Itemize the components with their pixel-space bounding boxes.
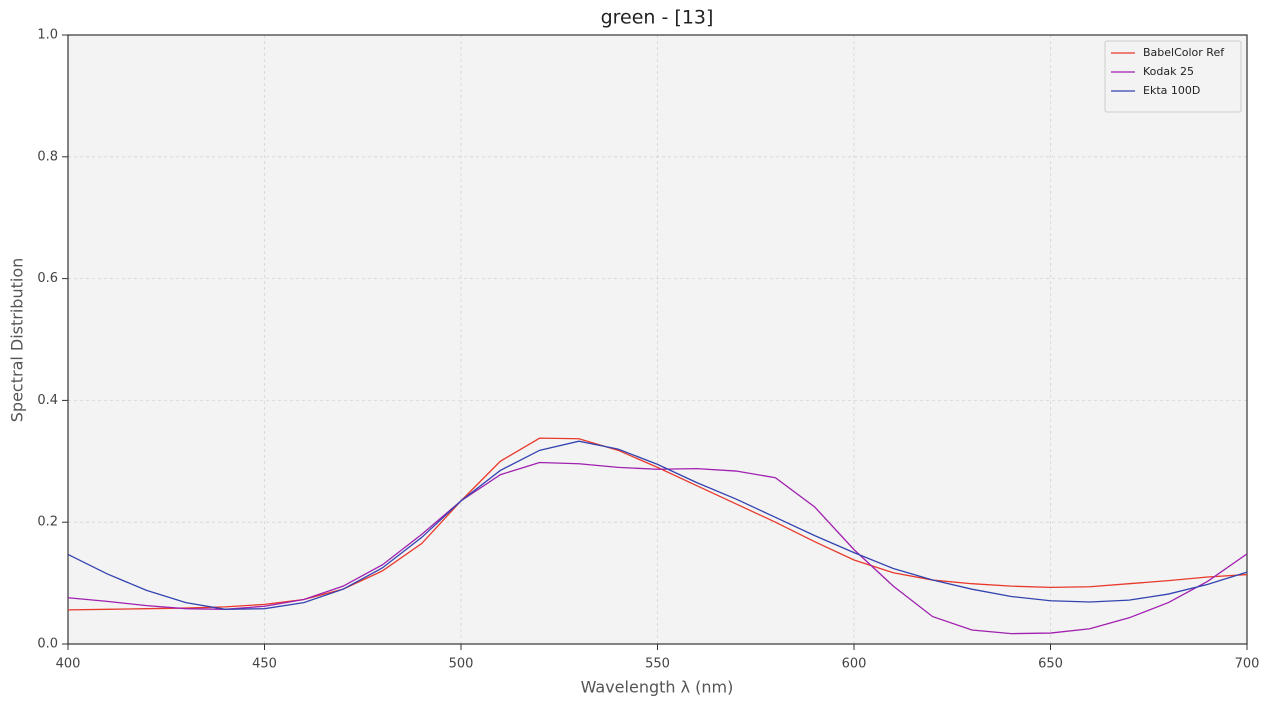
y-axis-label: Spectral Distribution [8,258,27,422]
legend-label: BabelColor Ref [1143,46,1225,59]
series-line [67,437,1248,611]
chart-title: green - [13] [601,7,714,29]
y-tick-label: 0.4 [37,393,58,408]
legend-label: Kodak 25 [1143,65,1194,78]
legend-box [1104,40,1242,113]
y-tick-label: 0.6 [37,271,58,286]
x-tick-label: 450 [252,657,277,672]
y-tick-label: 0.2 [37,515,58,530]
plot-area [68,35,1247,644]
x-tick-label: 400 [56,657,81,672]
x-tick-label: 550 [645,657,670,672]
legend-label: Ekta 100D [1143,84,1200,97]
y-tick-label: 0.0 [37,637,58,652]
x-tick-label: 650 [1038,657,1063,672]
series-line [67,440,1248,610]
x-tick-label: 600 [842,657,867,672]
series-line [67,461,1248,635]
y-tick-label: 1.0 [37,28,58,43]
x-axis-label: Wavelength λ (nm) [581,678,734,697]
y-tick-label: 0.8 [37,149,58,164]
x-tick-label: 700 [1235,657,1260,672]
plot-frame [67,34,1248,645]
x-tick-label: 500 [449,657,474,672]
